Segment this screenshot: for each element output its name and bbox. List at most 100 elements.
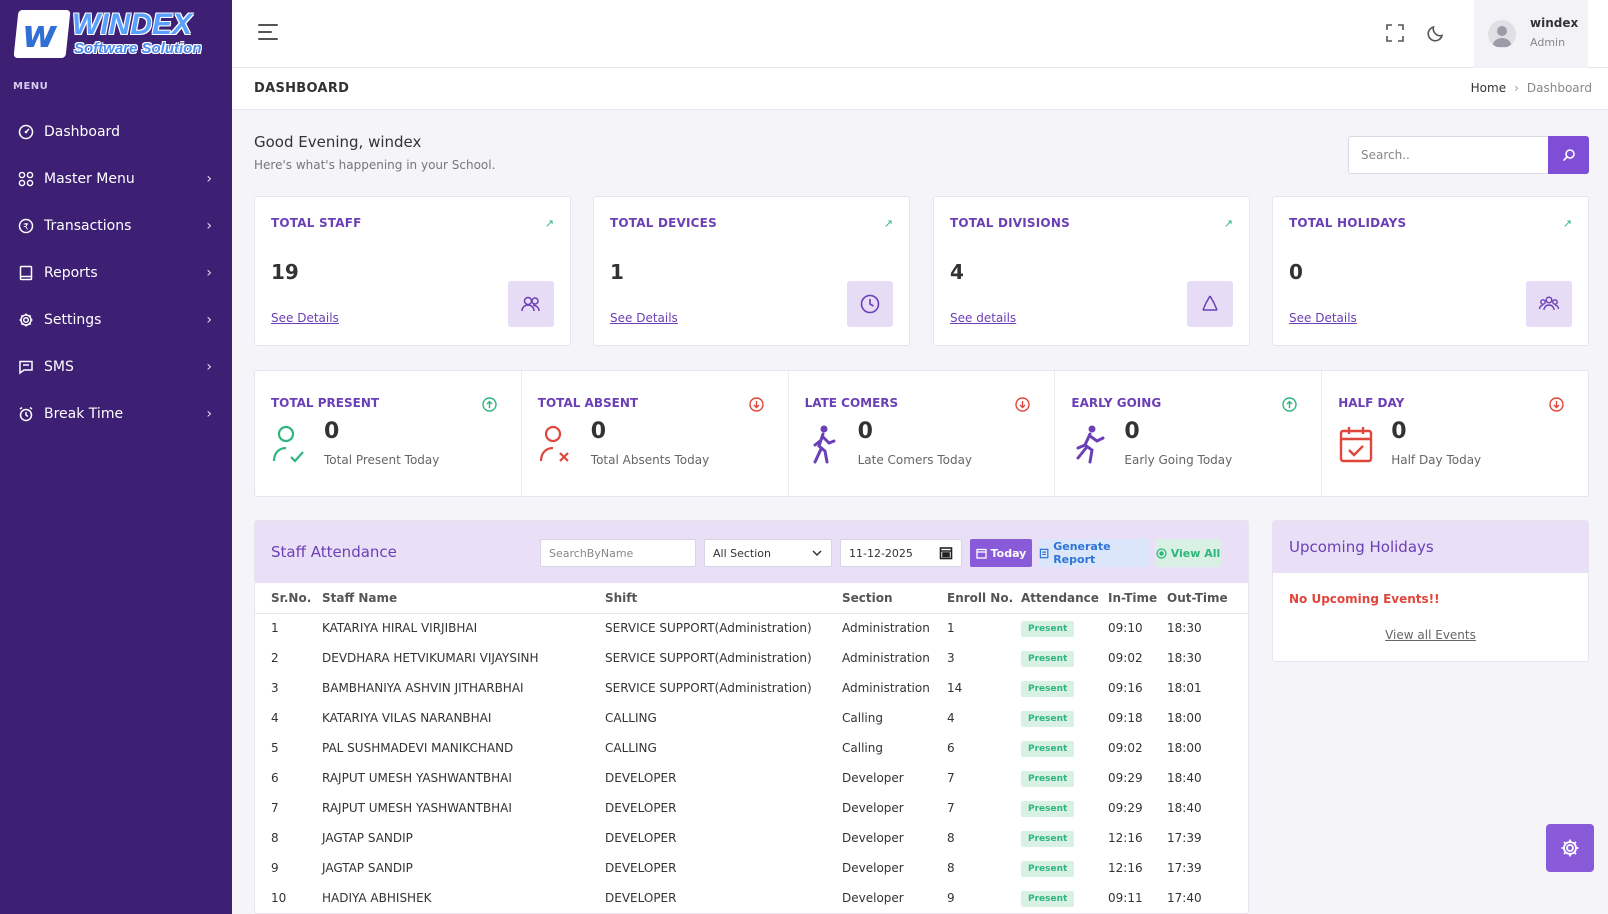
table-header-row: Sr.No. Staff Name Shift Section Enroll N…	[255, 583, 1248, 614]
see-details-link[interactable]: See Details	[271, 311, 339, 325]
today-button[interactable]: Today	[970, 539, 1032, 567]
generate-report-button[interactable]: Generate Report	[1039, 539, 1149, 567]
search-input[interactable]	[1348, 136, 1548, 174]
table-row[interactable]: 7 RAJPUT UMESH YASHWANTBHAI DEVELOPER Devel…	[255, 793, 1248, 823]
stat-card-total-staff: TOTAL STAFF ↗ 19 See Details	[254, 196, 571, 346]
summary-total-absent: TOTAL ABSENT 0 Total Absents Today	[522, 371, 789, 496]
recycle-icon	[1187, 281, 1233, 327]
table-cell: 09:18	[1108, 711, 1143, 725]
date-input-value: 11-12-2025	[849, 546, 913, 560]
table-row[interactable]: 6 RAJPUT UMESH YASHWANTBHAI DEVELOPER Devel…	[255, 763, 1248, 793]
summary-value: 0	[857, 419, 873, 444]
user-role: Admin	[1530, 36, 1566, 49]
stat-title: TOTAL HOLIDAYS	[1289, 216, 1407, 230]
summary-early-going: EARLY GOING 0 Early Going Today	[1055, 371, 1323, 496]
stat-value: 19	[271, 260, 299, 284]
user-check-icon	[272, 425, 304, 463]
table-row[interactable]: 4 KATARIYA VILAS NARANBHAI CALLING Calling 4…	[255, 703, 1248, 733]
settings-fab[interactable]	[1546, 824, 1594, 872]
sidebar-item-label: Reports	[44, 264, 98, 281]
column-header[interactable]: Out-Time	[1167, 583, 1248, 614]
status-badge: Present	[1021, 620, 1075, 637]
sidebar-nav: Dashboard Master Menu › ₹ Transactions ›…	[0, 108, 232, 437]
hamburger-icon[interactable]	[258, 24, 278, 42]
sidebar-item-sms[interactable]: SMS ›	[0, 343, 232, 390]
sidebar-item-reports[interactable]: Reports ›	[0, 249, 232, 296]
table-cell: DEVELOPER	[605, 891, 677, 905]
column-header[interactable]: In-Time	[1108, 583, 1167, 614]
search-by-name-input[interactable]	[540, 539, 696, 567]
table-cell: KATARIYA HIRAL VIRJIBHAI	[322, 621, 478, 636]
chevron-right-icon: ›	[206, 217, 212, 234]
sidebar-item-transactions[interactable]: ₹ Transactions ›	[0, 202, 232, 249]
table-cell: 09:02	[1108, 651, 1143, 665]
table-row[interactable]: 5 PAL SUSHMADEVI MANIKCHAND CALLING Calling…	[255, 733, 1248, 763]
sidebar-item-dashboard[interactable]: Dashboard	[0, 108, 232, 155]
table-cell: 3	[271, 681, 279, 695]
staff-attendance-header: Staff Attendance All Section 11-12-2025 …	[255, 521, 1248, 583]
calendar-icon[interactable]	[939, 546, 953, 560]
no-events-message: No Upcoming Events!!	[1289, 592, 1440, 606]
column-header[interactable]: Sr.No.	[255, 583, 322, 614]
sidebar-item-break-time[interactable]: Break Time ›	[0, 390, 232, 437]
see-details-link[interactable]: See details	[950, 311, 1017, 325]
arrow-up-right-icon: ↗	[1562, 217, 1572, 230]
breadcrumb-home[interactable]: Home	[1470, 81, 1507, 95]
brand-logo[interactable]: w WINDEX Software Solution	[13, 8, 216, 60]
table-cell: BAMBHANIYA ASHVIN JITHARBHAI	[322, 681, 524, 695]
section-select[interactable]: All Section	[704, 539, 832, 567]
column-header[interactable]: Enroll No.	[947, 583, 1021, 614]
table-cell: Administration	[842, 681, 930, 695]
table-cell: Developer	[842, 801, 904, 815]
svg-text:₹: ₹	[23, 222, 29, 232]
table-cell: 09:02	[1108, 741, 1143, 755]
fullscreen-icon[interactable]	[1384, 22, 1406, 44]
view-all-label: View All	[1170, 546, 1221, 560]
column-header[interactable]: Attendance	[1021, 583, 1108, 614]
column-header[interactable]: Staff Name	[322, 583, 605, 614]
user-x-icon	[539, 425, 569, 462]
currency-icon: ₹	[18, 218, 34, 234]
stat-title: TOTAL DIVISIONS	[950, 216, 1070, 230]
moon-icon[interactable]	[1425, 22, 1447, 44]
page-header: DASHBOARD Home › Dashboard	[232, 68, 1608, 110]
search-button[interactable]	[1548, 136, 1589, 174]
attendance-cell: Present	[1021, 793, 1108, 823]
stat-value: 4	[950, 260, 964, 284]
column-header[interactable]: Shift	[605, 583, 842, 614]
status-badge: Present	[1021, 890, 1075, 907]
table-cell: 7	[271, 801, 279, 815]
see-details-link[interactable]: See Details	[1289, 311, 1357, 325]
arrow-up-right-icon: ↗	[883, 217, 893, 230]
sidebar-item-settings[interactable]: Settings ›	[0, 296, 232, 343]
table-cell: 4	[271, 711, 279, 725]
table-cell: 9	[271, 861, 279, 875]
column-header[interactable]: Section	[842, 583, 947, 614]
status-badge: Present	[1021, 680, 1075, 697]
table-cell: JAGTAP SANDIP	[322, 861, 413, 875]
date-input[interactable]: 11-12-2025	[840, 539, 962, 567]
table-row[interactable]: 9 JAGTAP SANDIP DEVELOPER Developer 8 Present…	[255, 853, 1248, 883]
see-details-link[interactable]: See Details	[610, 311, 678, 325]
table-row[interactable]: 2 DEVDHARA HETVIKUMARI VIJAYSINH SERVICE S…	[255, 643, 1248, 673]
table-row[interactable]: 10 HADIYA ABHISHEK DEVELOPER Developer 9 Pres…	[255, 883, 1248, 913]
brand-title: WINDEX	[72, 8, 192, 41]
view-all-button[interactable]: View All	[1155, 539, 1221, 567]
search-icon	[1562, 149, 1575, 162]
summary-title: TOTAL PRESENT	[271, 396, 380, 410]
attendance-cell: Present	[1021, 733, 1108, 763]
table-cell: 8	[947, 831, 955, 845]
view-all-events-link[interactable]: View all Events	[1385, 628, 1476, 642]
today-button-label: Today	[990, 546, 1027, 560]
group-icon	[1526, 281, 1572, 327]
table-row[interactable]: 1 KATARIYA HIRAL VIRJIBHAI SERVICE SUPPORT…	[255, 613, 1248, 643]
section-select-value: All Section	[713, 546, 772, 560]
sidebar-item-label: Break Time	[44, 405, 124, 422]
sidebar-item-master-menu[interactable]: Master Menu ›	[0, 155, 232, 202]
summary-title: EARLY GOING	[1071, 396, 1162, 410]
table-row[interactable]: 3 BAMBHANIYA ASHVIN JITHARBHAI SERVICE SUP…	[255, 673, 1248, 703]
table-row[interactable]: 8 JAGTAP SANDIP DEVELOPER Developer 8 Present…	[255, 823, 1248, 853]
table-cell: 1	[947, 621, 955, 636]
user-menu[interactable]: windex Admin	[1474, 0, 1588, 68]
chevron-right-icon: ›	[206, 405, 212, 422]
